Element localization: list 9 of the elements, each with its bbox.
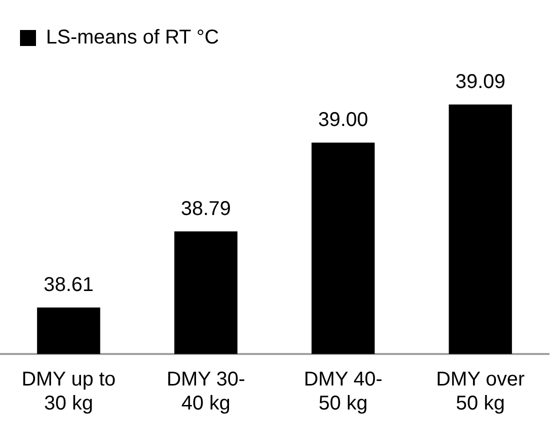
data-label: 38.61 [44,274,94,296]
x-tick-label: DMY up to 30 kg [22,368,116,415]
legend-label: LS-means of RT °C [46,26,219,49]
data-label: 38.79 [180,198,231,220]
x-tick-label: DMY over 50 kg [436,368,525,415]
x-tick-label: DMY 40-50 kg [304,368,382,415]
data-label: 39.00 [318,109,368,132]
x-tick-label: DMY 30-40 kg [166,368,246,415]
data-label: 39.09 [455,71,506,94]
